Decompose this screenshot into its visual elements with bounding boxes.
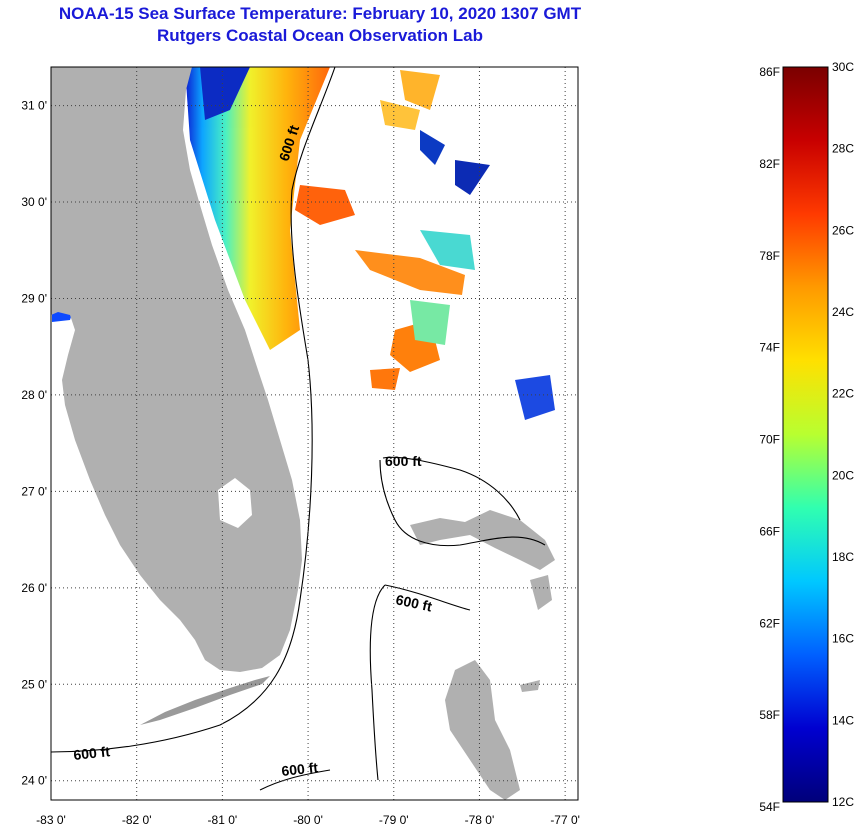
colorbar-f-label: 70F bbox=[759, 433, 780, 447]
sst-warm-patch-4 bbox=[400, 70, 440, 110]
sst-cold-patch bbox=[200, 67, 250, 120]
sst-warm-patch-5 bbox=[380, 100, 420, 130]
sst-cool-patch-1 bbox=[420, 230, 475, 270]
lat-tick-label: 24 0' bbox=[21, 774, 47, 788]
contour-florida-shelf bbox=[51, 67, 336, 753]
map-content: 600 ft 600 ft 600 ft 600 ft 600 ft bbox=[51, 67, 578, 800]
contour-south bbox=[259, 769, 331, 791]
lon-tick-label: -78 0' bbox=[465, 813, 495, 827]
sst-nearshore-band bbox=[185, 67, 330, 350]
colorbar-c-label: 30C bbox=[832, 60, 854, 74]
sst-cold-patch-3 bbox=[455, 160, 490, 195]
lon-tick-label: -82 0' bbox=[122, 813, 152, 827]
lat-tick-label: 30 0' bbox=[21, 195, 47, 209]
sst-warm-patch-2 bbox=[355, 250, 465, 295]
grand-bahama bbox=[410, 510, 555, 570]
colorbar-celsius-labels: 30C 28C 26C 24C 22C 20C 18C 16C 14C 12C bbox=[832, 60, 854, 809]
lon-tick-label: -79 0' bbox=[379, 813, 409, 827]
contour-label-2: 600 ft bbox=[394, 591, 433, 614]
contour-gbb-north bbox=[384, 584, 471, 611]
florida-keys bbox=[140, 676, 270, 725]
contour-little-bahama-bank bbox=[379, 459, 546, 547]
600ft-contours bbox=[51, 67, 546, 791]
colorbar-f-label: 58F bbox=[759, 708, 780, 722]
longitude-labels: -83 0' -82 0' -81 0' -80 0' -79 0' -78 0' -77 … bbox=[36, 813, 580, 827]
colorbar-c-label: 28C bbox=[832, 142, 854, 156]
colorbar-fahrenheit-labels: 86F 82F 78F 74F 70F 66F 62F 58F 54F bbox=[759, 65, 780, 814]
sst-warm-patch-1 bbox=[295, 185, 355, 225]
lon-tick-label: -77 0' bbox=[550, 813, 580, 827]
contour-label-4: 600 ft bbox=[281, 759, 319, 779]
colorbar-c-label: 22C bbox=[832, 387, 854, 401]
colorbar-c-label: 16C bbox=[832, 632, 854, 646]
sst-data-layer bbox=[52, 67, 555, 420]
lon-tick-label: -83 0' bbox=[36, 813, 66, 827]
new-providence bbox=[520, 680, 540, 692]
colorbar-f-label: 62F bbox=[759, 616, 780, 630]
lon-tick-label: -80 0' bbox=[293, 813, 323, 827]
colorbar bbox=[782, 66, 829, 803]
lake-okeechobee bbox=[218, 478, 252, 528]
colorbar-c-label: 12C bbox=[832, 795, 854, 809]
sst-cold-patch-2 bbox=[420, 130, 445, 165]
colorbar-c-label: 18C bbox=[832, 550, 854, 564]
contour-great-bahama-west bbox=[369, 584, 386, 781]
lat-tick-label: 27 0' bbox=[21, 484, 47, 498]
lat-tick-label: 29 0' bbox=[21, 291, 47, 305]
lat-tick-label: 28 0' bbox=[21, 388, 47, 402]
colorbar-c-label: 20C bbox=[832, 468, 854, 482]
abaco-island bbox=[530, 575, 552, 610]
contour-lbb-north bbox=[382, 456, 521, 521]
colorbar-c-label: 24C bbox=[832, 305, 854, 319]
map-title: NOAA-15 Sea Surface Temperature: Februar… bbox=[58, 4, 582, 23]
map-subtitle: Rutgers Coastal Ocean Observation Lab bbox=[157, 26, 483, 45]
colorbar-f-label: 66F bbox=[759, 524, 780, 538]
colorbar-f-label: 74F bbox=[759, 341, 780, 355]
andros-island bbox=[445, 660, 520, 800]
sst-warm-patch-6 bbox=[370, 368, 400, 390]
colorbar-f-label: 54F bbox=[759, 800, 780, 814]
colorbar-f-label: 78F bbox=[759, 249, 780, 263]
sst-cool-patch-2 bbox=[410, 300, 450, 345]
contour-label-3: 600 ft bbox=[73, 743, 111, 763]
colorbar-f-label: 86F bbox=[759, 65, 780, 79]
lat-tick-label: 31 0' bbox=[21, 99, 47, 113]
contour-label-1: 600 ft bbox=[385, 453, 422, 469]
lon-tick-label: -81 0' bbox=[208, 813, 238, 827]
sst-cold-patch-4 bbox=[515, 375, 555, 420]
lat-tick-label: 25 0' bbox=[21, 677, 47, 691]
colorbar-c-label: 26C bbox=[832, 223, 854, 237]
colorbar-c-label: 14C bbox=[832, 713, 854, 727]
colorbar-f-label: 82F bbox=[759, 157, 780, 171]
map-frame bbox=[50, 66, 579, 801]
latitude-labels: 31 0' 30 0' 29 0' 28 0' 27 0' 26 0' 25 0' 24 0' bbox=[21, 99, 47, 788]
lat-tick-label: 26 0' bbox=[21, 581, 47, 595]
